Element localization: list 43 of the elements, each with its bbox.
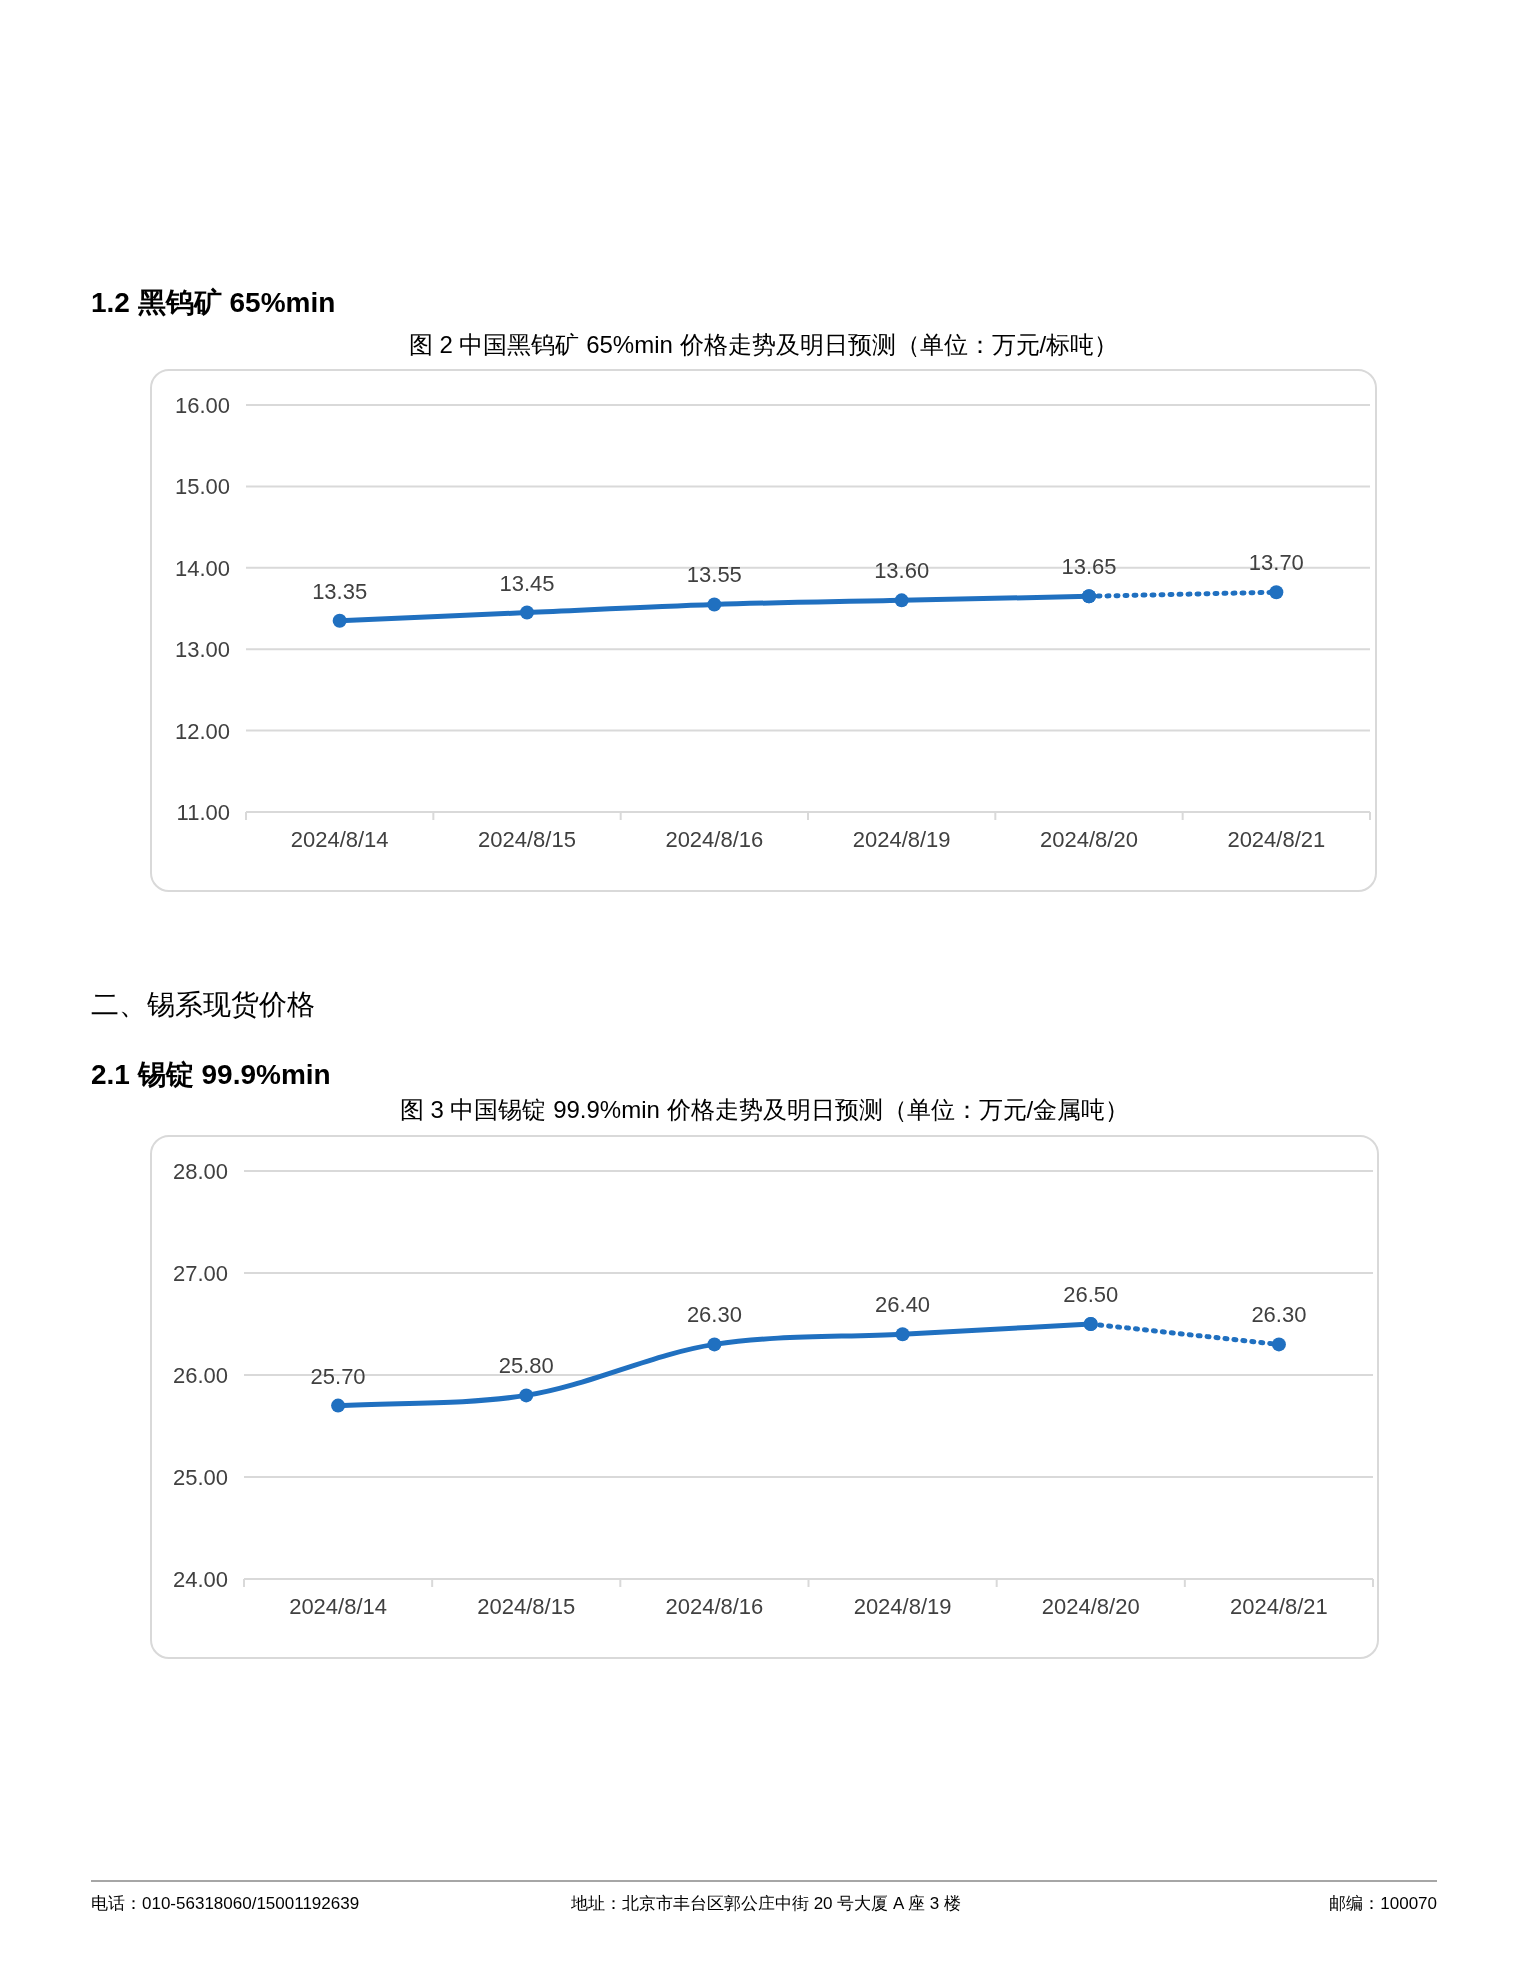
x-tick-label: 2024/8/19 [852, 827, 951, 852]
y-tick-label: 25.00 [172, 1465, 228, 1490]
y-tick-label: 12.00 [174, 718, 230, 744]
data-label: 13.55 [686, 562, 742, 588]
y-tick-label: 27.00 [172, 1261, 228, 1286]
x-tick-label: 2024/8/20 [1040, 827, 1138, 852]
y-tick-label: 24.00 [172, 1567, 228, 1592]
y-tick-label: 13.00 [174, 637, 230, 663]
y-tick-label: 28.00 [172, 1159, 228, 1184]
text: 地址：北京市丰台区郭公庄中街 20 号大厦 A 座 3 楼 [569, 1894, 962, 1913]
data-label: 13.65 [1061, 554, 1117, 580]
text: 1.2 黑钨矿 65%min [91, 287, 336, 318]
x-tick-label: 2024/8/15 [478, 827, 576, 852]
chart-title: 图 3 中国锡锭 99.9%min 价格走势及明日预测（单位：万元/金属吨） [399, 1096, 1130, 1123]
data-label: 26.30 [1251, 1302, 1307, 1328]
y-tick-label: 16.00 [174, 393, 230, 418]
data-label: 13.60 [874, 558, 930, 584]
text: 二、锡系现货价格 [91, 989, 315, 1020]
x-tick-label: 2024/8/15 [477, 1594, 576, 1619]
text: 邮编：100070 [1329, 1894, 1437, 1913]
x-tick-label: 2024/8/20 [1041, 1594, 1140, 1619]
y-tick-label: 11.00 [176, 800, 230, 825]
y-tick-label: 14.00 [174, 555, 230, 581]
text: 电话：010-56318060/15001192639 [91, 1894, 360, 1913]
x-tick-label: 2024/8/14 [290, 827, 389, 852]
data-label: 25.70 [310, 1363, 366, 1389]
y-tick-label: 15.00 [174, 474, 230, 500]
x-tick-label: 2024/8/16 [665, 1594, 764, 1619]
data-label: 26.30 [686, 1302, 742, 1328]
chart-title: 图 2 中国黑钨矿 65%min 价格走势及明日预测（单位：万元/标吨） [408, 331, 1119, 358]
data-label: 13.70 [1248, 550, 1304, 576]
text: 2.1 锡锭 99.9%min [91, 1059, 331, 1090]
data-label: 25.80 [498, 1353, 554, 1379]
x-tick-label: 2024/8/19 [853, 1594, 952, 1619]
data-label: 13.35 [312, 578, 368, 604]
x-tick-label: 2024/8/21 [1227, 827, 1326, 852]
data-label: 26.40 [875, 1292, 931, 1318]
x-tick-label: 2024/8/14 [289, 1594, 388, 1619]
data-label: 26.50 [1063, 1282, 1119, 1307]
x-tick-label: 2024/8/16 [665, 827, 764, 852]
y-tick-label: 26.00 [172, 1363, 228, 1388]
data-label: 13.45 [499, 570, 555, 596]
x-tick-label: 2024/8/21 [1229, 1594, 1328, 1619]
